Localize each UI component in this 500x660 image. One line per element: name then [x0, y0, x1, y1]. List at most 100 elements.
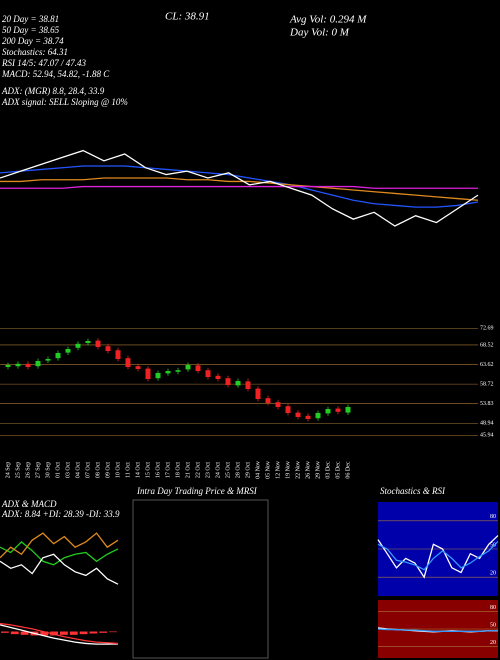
- stoch-label: Stochastics: 64.31: [2, 47, 68, 57]
- x-tick-label: 23 Oct: [205, 462, 211, 478]
- candle-body: [25, 363, 31, 367]
- series-line: [0, 532, 119, 559]
- histogram-bar: [1, 631, 9, 633]
- x-tick-label: 21 Oct: [185, 462, 191, 478]
- y-tick-label: 68.52: [480, 342, 494, 348]
- histogram-bar: [99, 631, 108, 633]
- x-tick-label: 22 Nov: [295, 461, 301, 479]
- y-tick-label: 20: [490, 571, 496, 577]
- x-tick-label: 29 Oct: [245, 462, 251, 478]
- candle-body: [245, 381, 251, 389]
- candle-body: [225, 378, 231, 385]
- panel-subtitle: ADX: 8.84 +DI: 28.39 -DI: 33.9: [1, 509, 120, 519]
- candle-body: [155, 373, 161, 379]
- candle-body: [135, 366, 141, 369]
- histogram-bar: [89, 631, 98, 634]
- series-line: [0, 149, 479, 227]
- x-tick-label: 18 Oct: [175, 462, 181, 478]
- series-line: [0, 185, 478, 189]
- close-label: CL: 38.91: [165, 11, 210, 23]
- y-tick-label: 48.94: [480, 421, 494, 427]
- series-line: [0, 541, 119, 566]
- candle-body: [285, 406, 291, 413]
- x-tick-label: 01 Oct: [55, 462, 61, 478]
- candle-body: [55, 353, 61, 359]
- macd-label: MACD: 52.94, 54.82, -1.88 C: [1, 69, 110, 79]
- x-tick-label: 26 Sep: [25, 462, 31, 479]
- x-tick-label: 03 Dec: [325, 461, 331, 478]
- x-tick-label: 15 Oct: [145, 462, 151, 478]
- candle-body: [115, 350, 121, 359]
- candle-body: [65, 349, 71, 353]
- histogram-bar: [20, 631, 29, 635]
- rsi-label: RSI 14/5: 47.07 / 47.43: [1, 58, 86, 68]
- intraday-panel: [132, 499, 269, 659]
- x-tick-label: 07 Oct: [85, 462, 91, 478]
- candle-body: [165, 371, 171, 374]
- y-tick-label: 20: [490, 640, 496, 646]
- candle-body: [185, 365, 191, 370]
- candle-body: [315, 413, 321, 419]
- candle-body: [345, 407, 351, 413]
- x-tick-label: 09 Oct: [105, 462, 111, 478]
- candle-body: [195, 365, 201, 371]
- x-tick-label: 16 Oct: [155, 462, 161, 478]
- panel-title: Stochastics & RSI: [380, 486, 446, 496]
- candle-body: [75, 343, 81, 348]
- y-tick-label: 72.69: [480, 326, 494, 332]
- candle-body: [85, 341, 91, 343]
- candle-body: [145, 368, 151, 379]
- candle-body: [235, 381, 241, 386]
- histogram-bar: [69, 631, 78, 635]
- x-tick-label: 24 Oct: [215, 462, 221, 478]
- x-tick-label: 24 Sep: [5, 462, 11, 479]
- adx-label: ADX: (MGR) 8.8, 28.4, 33.9: [1, 86, 105, 96]
- x-tick-label: 25 Sep: [15, 462, 21, 479]
- histogram-bar: [60, 631, 68, 635]
- candle-body: [175, 370, 181, 372]
- x-tick-label: 04 Oct: [75, 462, 81, 478]
- x-tick-label: 10 Oct: [115, 462, 121, 478]
- y-tick-label: 53.83: [480, 401, 494, 407]
- y-tick-label: 50: [490, 622, 496, 628]
- candle-body: [105, 346, 111, 351]
- candle-body: [125, 358, 131, 367]
- candle-body: [35, 361, 41, 367]
- day-vol-label: Day Vol: 0 M: [289, 27, 350, 39]
- series-line: [0, 553, 119, 585]
- candle-body: [15, 363, 21, 367]
- y-tick-label: 45.94: [480, 433, 494, 439]
- candle-body: [255, 388, 261, 399]
- x-tick-label: 19 Nov: [285, 461, 291, 479]
- x-tick-label: 27 Sep: [35, 462, 41, 479]
- x-tick-label: 03 Oct: [65, 462, 71, 478]
- candle-body: [5, 365, 11, 367]
- histogram-bar: [79, 631, 88, 635]
- candle-body: [45, 359, 51, 361]
- y-tick-label: 80: [490, 605, 496, 611]
- y-tick-label: 58.72: [480, 381, 494, 387]
- ma-200-label: 200 Day = 38.74: [2, 36, 64, 46]
- series-line: [377, 628, 499, 632]
- histogram-bar: [40, 631, 49, 636]
- histogram-bar: [50, 631, 58, 636]
- x-tick-label: 14 Oct: [135, 462, 141, 478]
- x-tick-label: 06 Dec: [345, 461, 351, 478]
- y-tick-label: 63.62: [480, 362, 494, 368]
- series-line: [0, 624, 119, 645]
- ma-50-label: 50 Day = 38.65: [2, 25, 60, 35]
- histogram-bar: [109, 631, 117, 633]
- x-tick-label: 22 Oct: [195, 462, 201, 478]
- x-tick-label: 08 Oct: [95, 462, 101, 478]
- candle-body: [215, 375, 221, 379]
- series-line: [377, 541, 499, 571]
- y-tick-label: 80: [490, 514, 496, 520]
- candle-body: [95, 340, 101, 347]
- x-tick-label: 29 Nov: [315, 461, 321, 479]
- x-tick-label: 28 Oct: [235, 462, 241, 478]
- candle-body: [295, 412, 301, 417]
- x-tick-label: 30 Sep: [45, 462, 51, 479]
- histogram-bar: [10, 631, 19, 635]
- panel-title: ADX & MACD: [1, 499, 57, 509]
